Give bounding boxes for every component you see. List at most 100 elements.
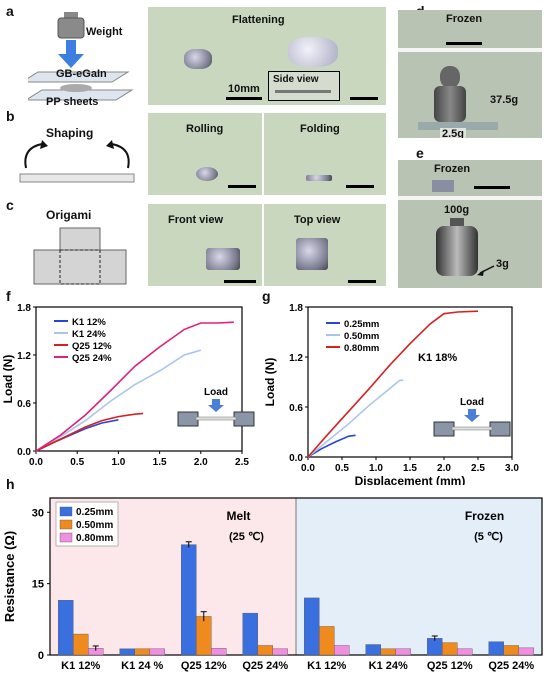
y-tick-label: 0.0 xyxy=(17,447,31,458)
panel-label-e: e xyxy=(416,145,424,161)
inset-load-label: Load xyxy=(204,387,228,398)
fold-lines xyxy=(59,249,101,285)
x-tick-label: 1.5 xyxy=(153,457,167,468)
legend-swatch xyxy=(59,532,73,543)
frozen-label: Frozen xyxy=(434,163,471,175)
legend-label: 0.25mm xyxy=(344,319,379,330)
scale-bar xyxy=(228,185,256,188)
origami-schematic xyxy=(33,227,127,285)
bar xyxy=(427,638,443,656)
series-line xyxy=(307,310,479,458)
sample-after xyxy=(288,37,338,67)
x-tick-label: 0.5 xyxy=(335,463,349,474)
series-line xyxy=(35,419,119,452)
photo-shaping: Rolling Folding xyxy=(148,113,386,195)
y-tick-label: 0 xyxy=(38,650,44,662)
bar xyxy=(211,648,227,656)
weight-icon xyxy=(436,226,478,276)
photo-frozen-e: Frozen 100g 3g xyxy=(398,160,542,288)
plot-frame xyxy=(35,306,243,452)
photo-frozen-d: Frozen 37.5g 2.5g xyxy=(398,10,542,138)
x-axis-label: Displacement (mm) xyxy=(355,474,466,485)
scale-bar xyxy=(350,97,378,100)
arrow-left-icon xyxy=(477,265,495,276)
region-title-melt: Melt xyxy=(227,509,251,523)
y-axis-label: Resistance (Ω) xyxy=(2,531,17,622)
divider xyxy=(262,113,264,195)
clamp-left xyxy=(177,411,199,427)
x-tick-label: Q25 24% xyxy=(242,660,288,672)
bar xyxy=(488,641,504,656)
scale-bar xyxy=(224,280,256,283)
inset-sample xyxy=(195,416,237,421)
weight-top-label: 37.5g xyxy=(490,94,519,106)
scale-bar xyxy=(348,280,376,283)
weight-bottom-label: 3g xyxy=(496,258,509,270)
origami-top-sample xyxy=(296,238,328,270)
clamp-right xyxy=(489,421,511,437)
shaping-title: Shaping xyxy=(46,126,94,140)
bar xyxy=(304,597,320,656)
bar xyxy=(380,648,396,656)
gb-egain-sample xyxy=(60,84,92,92)
region-sub-frozen: (5 ℃) xyxy=(474,531,503,543)
legend-label: 0.50mm xyxy=(76,520,113,531)
x-tick-label: 2.5 xyxy=(471,463,485,474)
chart-h: 0 15 30 Resistance (Ω) K1 12% K1 24 % Q25 12% Q… xyxy=(2,497,543,672)
chart-f: 0.0 0.5 1.0 1.5 2.0 2.5 0.0 0.6 1.2 1.8 Displaceme… xyxy=(1,303,255,470)
weight-knob xyxy=(64,12,78,18)
weight-bottom-label: 2.5g xyxy=(440,128,467,138)
figurine-body xyxy=(434,86,466,122)
curl-left-icon xyxy=(24,143,43,169)
load-arrow-icon xyxy=(208,399,224,412)
x-tick-label: 2.0 xyxy=(437,463,451,474)
panel-label-g: g xyxy=(262,288,271,304)
bar xyxy=(149,648,165,656)
frozen-sample xyxy=(432,180,454,192)
y-tick-label: 15 xyxy=(32,579,44,591)
legend-label: Q25 24% xyxy=(72,353,112,364)
x-tick-label: Q25 12% xyxy=(181,660,227,672)
series-line xyxy=(35,321,234,452)
bar xyxy=(503,645,519,656)
x-tick-label: K1 12% xyxy=(307,660,346,672)
legend-label: 0.50mm xyxy=(344,331,379,342)
legend-label: K1 12% xyxy=(72,317,106,328)
series-line xyxy=(307,379,404,458)
fold-base xyxy=(33,249,127,285)
y-tick-label: 1.8 xyxy=(289,303,303,314)
bar xyxy=(119,648,135,656)
panel-label-f: f xyxy=(6,288,11,304)
x-tick-label: 1.0 xyxy=(111,457,125,468)
clamp-left xyxy=(433,421,455,437)
clamp-right xyxy=(233,411,255,427)
frozen-label: Frozen xyxy=(446,13,483,25)
bar xyxy=(334,645,350,656)
panel-label-c: c xyxy=(6,197,14,213)
figurine-head xyxy=(440,66,460,88)
chart-g: 0.0 0.5 1.0 1.5 2.0 2.5 3.0 0.0 0.6 1.2 1.8 Displac… xyxy=(263,303,519,485)
bar xyxy=(395,648,411,656)
region-frozen-bg xyxy=(296,498,542,655)
series-line xyxy=(35,349,202,452)
y-axis-label: Load (N) xyxy=(1,355,15,404)
scale-label: 10mm xyxy=(228,83,260,95)
weight-icon xyxy=(57,17,85,39)
load-arrow-icon xyxy=(464,409,480,422)
bar xyxy=(196,616,212,656)
flattening-schematic xyxy=(28,12,134,101)
sheet-strip xyxy=(19,173,135,183)
x-tick-label: 3.0 xyxy=(505,463,519,474)
y-tick-label: 0.6 xyxy=(17,399,31,410)
y-tick-label: 0.6 xyxy=(289,403,303,414)
curl-right-icon xyxy=(111,143,130,169)
bar xyxy=(272,648,288,656)
x-axis-label: Displacement (mm) xyxy=(84,468,195,470)
curl-right-arrowhead xyxy=(106,140,114,149)
rolled-sample xyxy=(196,167,218,181)
bar xyxy=(365,644,381,656)
x-tick-label: 2.5 xyxy=(235,457,249,468)
gb-egain-label: GB-eGaIn xyxy=(56,68,107,80)
legend-label: 0.80mm xyxy=(76,533,113,544)
legend-swatch xyxy=(59,519,73,530)
